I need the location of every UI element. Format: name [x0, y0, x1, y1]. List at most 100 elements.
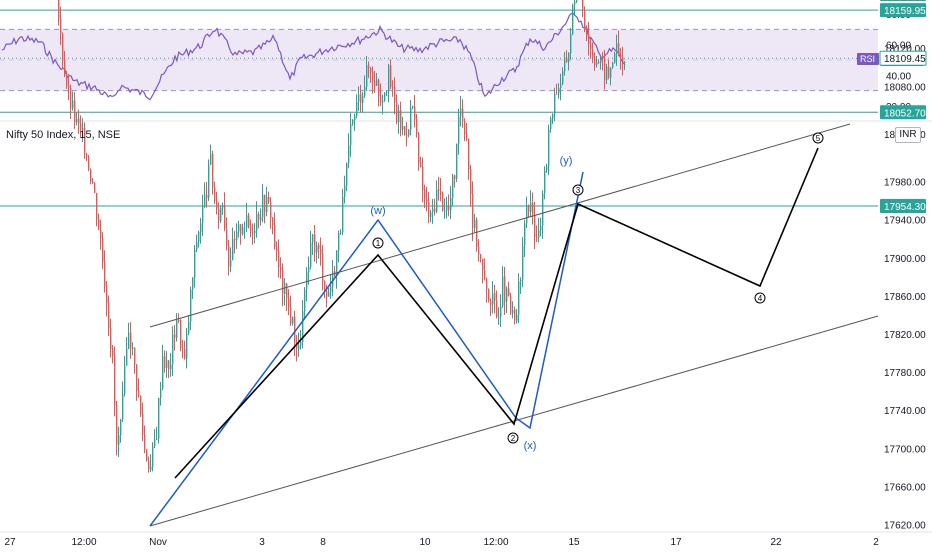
candle-body — [102, 237, 104, 262]
candle-body — [388, 65, 390, 92]
candle-body — [466, 134, 468, 140]
candle-body — [572, 4, 574, 34]
candle-body — [348, 145, 350, 163]
candle-body — [606, 66, 608, 80]
candle-body — [254, 230, 256, 234]
wave-label-circle — [812, 132, 824, 144]
candle-body — [558, 88, 560, 94]
candle-body — [622, 56, 624, 63]
candle-body — [346, 162, 348, 186]
candle-body — [94, 183, 96, 194]
wave-label-circle — [754, 292, 766, 304]
x-tick-label: 3 — [259, 537, 265, 548]
wave-label-text: 4 — [758, 294, 763, 303]
candle-body — [366, 65, 368, 87]
candle-body — [272, 217, 274, 226]
candle-body — [360, 94, 362, 104]
candle-body — [62, 34, 64, 61]
candle-body — [256, 214, 258, 231]
candle-body — [308, 266, 310, 272]
price-y-tick-label: 17980.00 — [884, 178, 926, 189]
candle-body — [354, 116, 356, 121]
candle-body — [132, 347, 134, 349]
level-label: 18176.90 — [884, 0, 926, 1]
candle-body — [460, 108, 462, 117]
candle-body — [174, 334, 176, 338]
candle-body — [482, 258, 484, 271]
candle-body — [406, 135, 408, 137]
candle-body — [144, 434, 146, 450]
x-tick-label: 17 — [670, 537, 682, 548]
level-badge — [880, 105, 926, 120]
candle-body — [224, 205, 226, 230]
candle-body — [100, 229, 102, 238]
candle-body — [584, 10, 586, 30]
candle-body — [546, 166, 548, 171]
candle-body — [274, 225, 276, 247]
candle-body — [538, 230, 540, 238]
candle-body — [70, 87, 72, 109]
candle-body — [304, 289, 306, 312]
candle-body — [80, 123, 82, 130]
candle-body — [204, 194, 206, 207]
candle-body — [180, 320, 182, 349]
candle-body — [332, 271, 334, 287]
candle-body — [576, 0, 578, 2]
x-tick-label: 12:00 — [71, 537, 96, 548]
candle-body — [368, 65, 370, 68]
channel-upper — [149, 123, 851, 328]
candle-body — [248, 215, 250, 228]
candle-body — [196, 242, 198, 250]
candle-body — [620, 55, 622, 57]
candle-body — [394, 87, 396, 103]
candle-body — [488, 289, 490, 302]
candle-body — [216, 201, 218, 209]
candle-body — [374, 81, 376, 86]
currency-label[interactable]: INR — [895, 127, 921, 143]
candle-body — [386, 91, 388, 93]
candle-body — [480, 254, 482, 259]
candle-body — [328, 291, 330, 297]
candle-body — [128, 332, 130, 349]
candle-body — [448, 205, 450, 211]
candle-body — [512, 309, 514, 314]
candle-body — [458, 116, 460, 145]
candle-body — [152, 445, 154, 467]
candle-body — [514, 309, 516, 321]
candle-body — [452, 175, 454, 198]
candle-body — [552, 113, 554, 119]
candle-body — [574, 1, 576, 5]
level-label: 18159.95 — [884, 6, 926, 17]
candle-body — [384, 92, 386, 101]
level-badge — [880, 0, 926, 1]
candle-body — [154, 439, 156, 446]
candle-body — [178, 320, 180, 322]
candle-body — [238, 224, 240, 232]
candle-body — [392, 87, 394, 89]
candle-body — [156, 438, 158, 440]
candle-body — [282, 269, 284, 295]
candle-body — [454, 175, 456, 180]
candle-body — [234, 238, 236, 241]
price-y-tick-label: 18080.00 — [884, 82, 926, 93]
candle-body — [404, 126, 406, 136]
candle-body — [242, 227, 244, 234]
candle-body — [486, 279, 488, 290]
candle-body — [206, 194, 208, 199]
price-y-tick-label: 17900.00 — [884, 254, 926, 265]
level-label: 17954.30 — [884, 202, 926, 213]
candle-body — [92, 181, 94, 184]
candle-body — [250, 227, 252, 232]
candle-body — [474, 219, 476, 229]
candle-body — [268, 196, 270, 202]
candle-body — [218, 208, 220, 221]
candle-body — [378, 79, 380, 97]
candle-body — [550, 118, 552, 130]
candle-body — [412, 106, 414, 108]
candle-body — [428, 201, 430, 217]
candle-body — [136, 364, 138, 391]
candle-body — [302, 311, 304, 343]
candle-body — [82, 127, 84, 130]
candle-body — [202, 206, 204, 224]
